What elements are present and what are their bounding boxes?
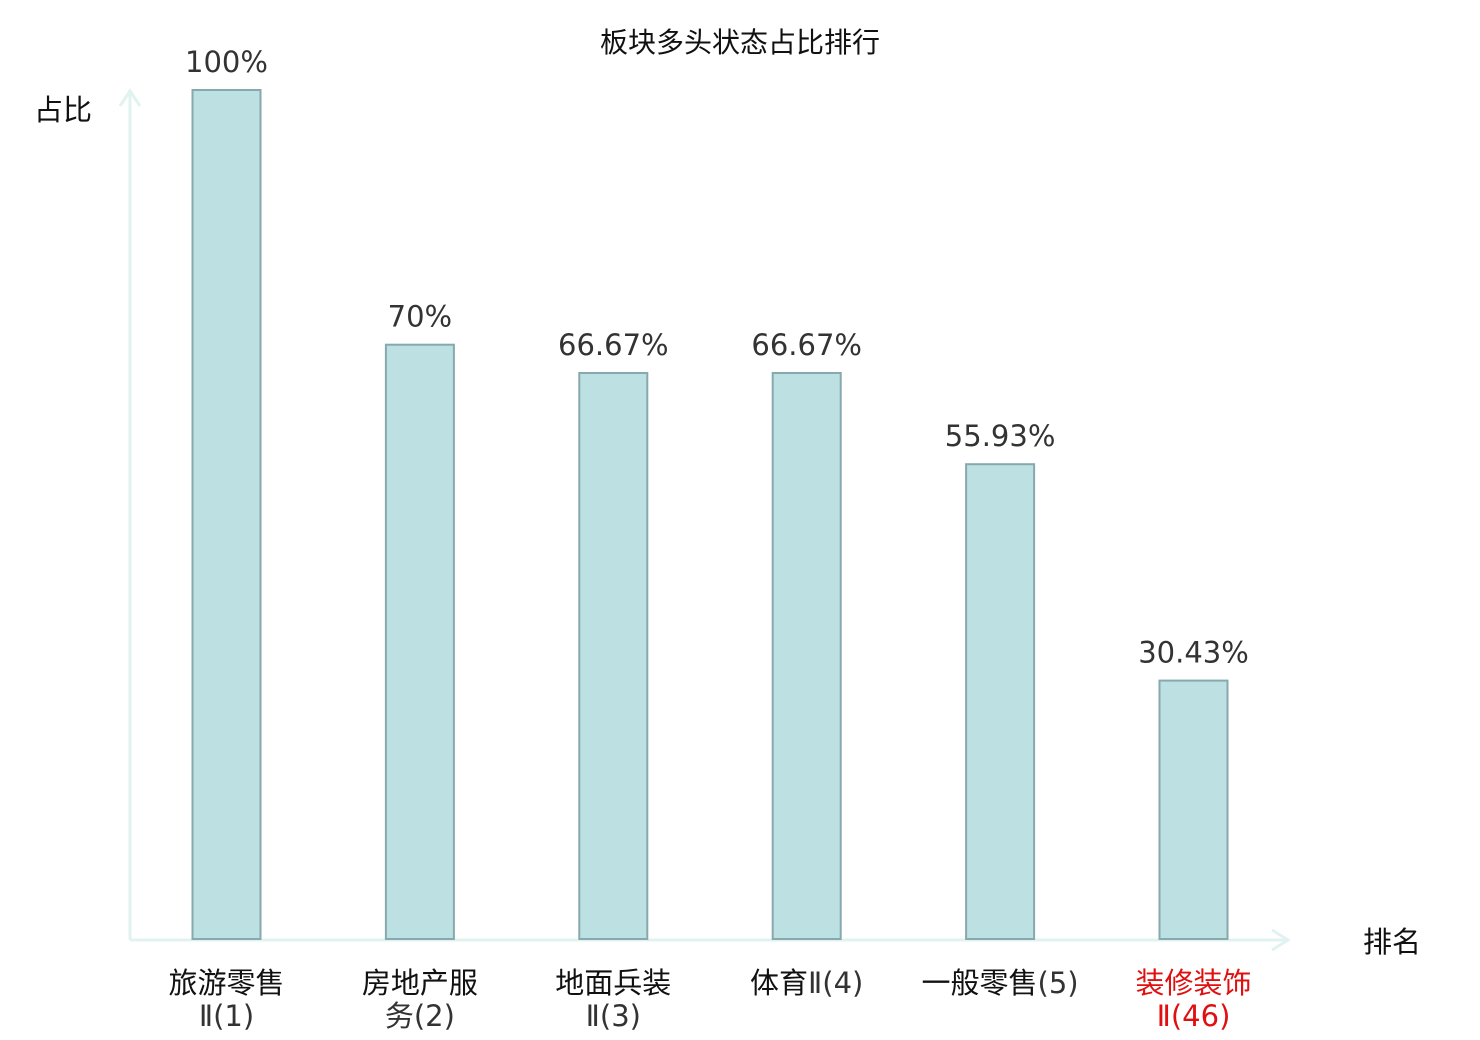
x-tick-label-2: 房地产服务(2) xyxy=(362,966,478,1033)
data-label-4: 66.67% xyxy=(751,328,862,362)
x-tick-label-4: 体育Ⅱ(4) xyxy=(750,966,863,1000)
bar-4 xyxy=(771,372,842,940)
bar-6 xyxy=(1158,679,1229,940)
y-axis-label: 占比 xyxy=(34,93,92,127)
bar-5 xyxy=(965,463,1036,940)
y-axis-arrow xyxy=(118,88,142,107)
chart-title: 板块多头状态占比排行 xyxy=(600,26,880,59)
x-tick-label-3: 地面兵装 Ⅱ(3) xyxy=(555,966,671,1033)
x-axis-arrow xyxy=(1271,928,1291,952)
data-labels: 100% 70% 66.67% 66.67% 55.93% 30.43% xyxy=(185,45,1249,670)
x-tick-labels: 旅游零售 Ⅱ(1) 房地产服务(2) 地面兵装 Ⅱ(3) 体育Ⅱ(4) 一般零售(5) 装修装… xyxy=(168,966,1251,1033)
data-label-6: 30.43% xyxy=(1138,636,1249,670)
data-label-3: 66.67% xyxy=(558,328,669,362)
x-axis-label: 排名 xyxy=(1363,925,1421,959)
bar-series xyxy=(191,89,1229,940)
x-tick-label-5: 一般零售(5) xyxy=(922,966,1079,1000)
data-label-2: 70% xyxy=(388,300,452,334)
x-tick-label-1: 旅游零售 Ⅱ(1) xyxy=(168,966,284,1033)
bar-3 xyxy=(578,372,649,940)
data-label-1: 100% xyxy=(185,45,268,79)
data-label-5: 55.93% xyxy=(945,419,1056,453)
x-tick-label-6: 装修装饰 Ⅱ(46) xyxy=(1135,966,1251,1033)
bar-1 xyxy=(191,89,262,940)
bar-2 xyxy=(384,343,455,940)
